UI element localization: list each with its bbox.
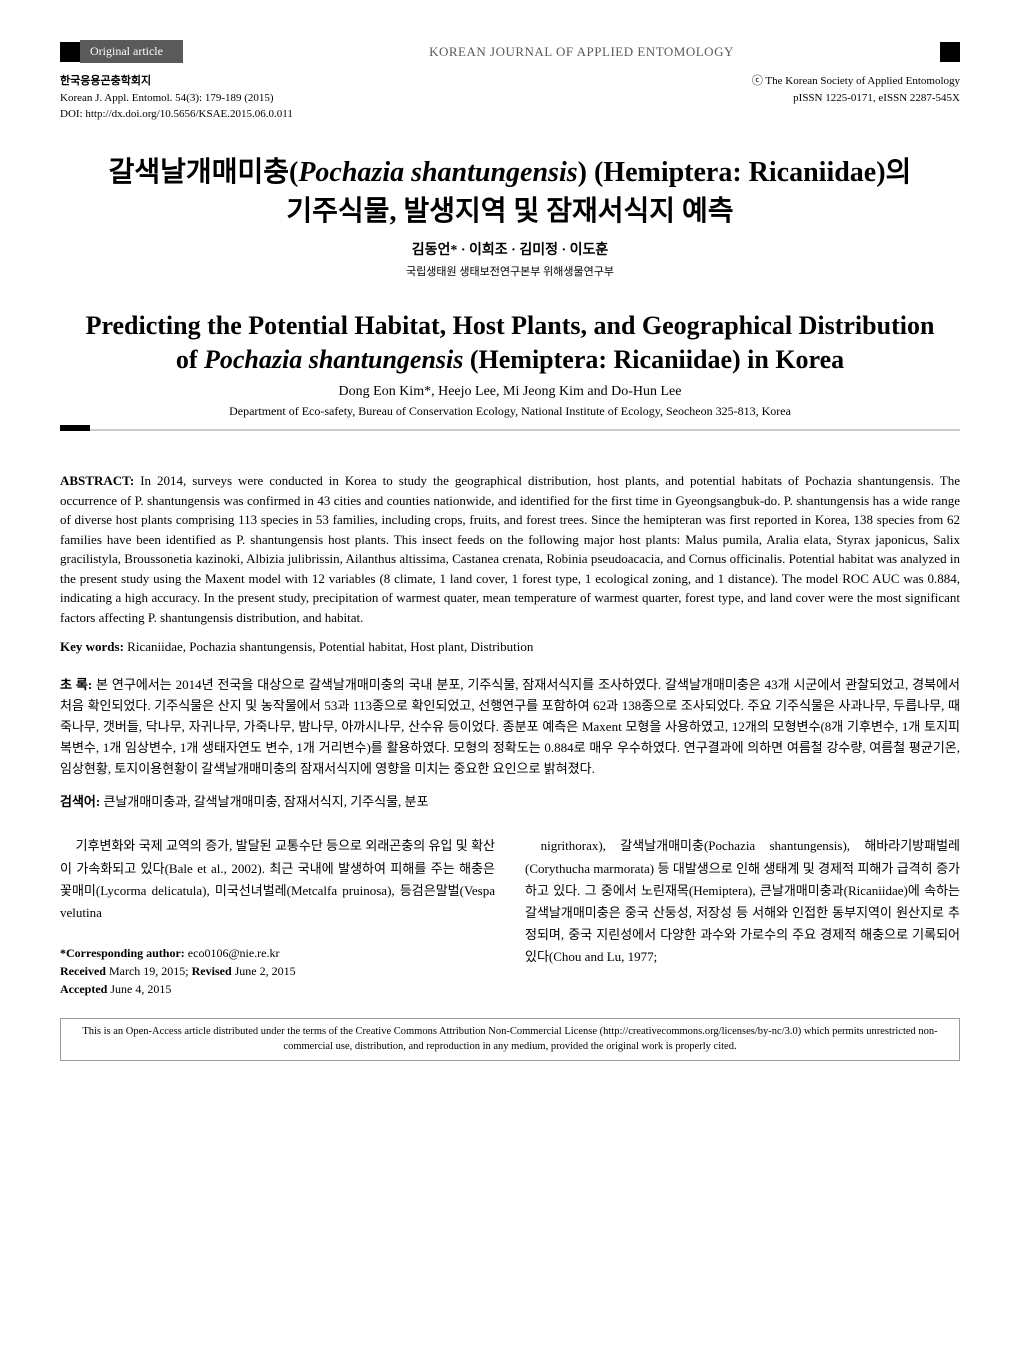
journal-name: KOREAN JOURNAL OF APPLIED ENTOMOLOGY <box>223 44 940 60</box>
authors-korean: 김동언* · 이희조 · 김미정 · 이도훈 <box>60 239 960 259</box>
citation: Korean J. Appl. Entomol. 54(3): 179-189 … <box>60 90 293 107</box>
accepted-label: Accepted <box>60 982 110 996</box>
title-korean-line2: 기주식물, 발생지역 및 잠재서식지 예측 <box>286 196 733 227</box>
abstract-label: ABSTRACT: <box>60 473 140 488</box>
meta-row: 한국응용곤충학회지 Korean J. Appl. Entomol. 54(3)… <box>60 73 960 123</box>
title-korean-species: Pochazia shantungensis <box>298 157 577 188</box>
copyright: ⓒ The Korean Society of Applied Entomolo… <box>752 73 960 90</box>
abstract-block: ABSTRACT: In 2014, surveys were conducte… <box>60 471 960 627</box>
authors-english: Dong Eon Kim*, Heejo Lee, Mi Jeong Kim a… <box>60 384 960 400</box>
korean-abstract-label: 초 록: <box>60 677 96 692</box>
keywords-block: Key words: Ricaniidae, Pochazia shantung… <box>60 639 960 655</box>
accepted-date: June 4, 2015 <box>110 982 171 996</box>
affiliation-korean: 국립생태원 생태보전연구본부 위해생물연구부 <box>60 263 960 279</box>
title-korean-pre: 갈색날개매미충( <box>109 157 299 188</box>
title-rule <box>60 429 960 431</box>
title-english-line2-pre: of <box>176 345 204 374</box>
korean-abstract-text: 본 연구에서는 2014년 전국을 대상으로 갈색날개매미충의 국내 분포, 기… <box>60 677 960 775</box>
title-korean: 갈색날개매미충(Pochazia shantungensis) (Hemipte… <box>60 153 960 231</box>
revised-date: June 2, 2015 <box>235 964 296 978</box>
footer-license: This is an Open-Access article distribut… <box>60 1018 960 1061</box>
korean-keywords-label: 검색어: <box>60 794 103 809</box>
corresponding-block: *Corresponding author: eco0106@nie.re.kr… <box>60 944 495 998</box>
article-type-label: Original article <box>80 40 183 63</box>
corresponding-email: eco0106@nie.re.kr <box>188 946 280 960</box>
revised-label: Revised <box>192 964 235 978</box>
body-paragraph-1: 기후변화와 국제 교역의 증가, 발달된 교통수단 등으로 외래곤충의 유입 및… <box>60 835 495 923</box>
korean-keywords-text: 큰날개매미충과, 갈색날개매미충, 잠재서식지, 기주식물, 분포 <box>103 794 428 809</box>
decorative-square-right <box>940 42 960 62</box>
korean-abstract-block: 초 록: 본 연구에서는 2014년 전국을 대상으로 갈색날개매미충의 국내 … <box>60 675 960 779</box>
abstract-text: In 2014, surveys were conducted in Korea… <box>60 473 960 625</box>
decorative-square-left <box>60 42 80 62</box>
meta-left: 한국응용곤충학회지 Korean J. Appl. Entomol. 54(3)… <box>60 73 293 123</box>
keywords-text: Ricaniidae, Pochazia shantungensis, Pote… <box>127 639 533 654</box>
title-korean-post: ) (Hemiptera: Ricaniidae)의 <box>578 157 912 188</box>
corresponding-label: *Corresponding author: <box>60 946 188 960</box>
body-columns: 기후변화와 국제 교역의 증가, 발달된 교통수단 등으로 외래곤충의 유입 및… <box>60 835 960 997</box>
keywords-label: Key words: <box>60 639 127 654</box>
korean-keywords-block: 검색어: 큰날개매미충과, 갈색날개매미충, 잠재서식지, 기주식물, 분포 <box>60 791 960 810</box>
title-english-line2-post: (Hemiptera: Ricaniidae) in Korea <box>463 345 844 374</box>
received-date: March 19, 2015; <box>109 964 192 978</box>
title-english: Predicting the Potential Habitat, Host P… <box>60 309 960 377</box>
affiliation-english: Department of Eco-safety, Bureau of Cons… <box>60 404 960 419</box>
title-english-species: Pochazia shantungensis <box>204 345 463 374</box>
header-bar: Original article KOREAN JOURNAL OF APPLI… <box>60 40 960 63</box>
title-english-line1: Predicting the Potential Habitat, Host P… <box>86 311 935 340</box>
body-column-left: 기후변화와 국제 교역의 증가, 발달된 교통수단 등으로 외래곤충의 유입 및… <box>60 835 495 997</box>
received-label: Received <box>60 964 109 978</box>
society-name-korean: 한국응용곤충학회지 <box>60 73 293 90</box>
body-paragraph-2: nigrithorax), 갈색날개매미충(Pochazia shantunge… <box>525 835 960 968</box>
doi: DOI: http://dx.doi.org/10.5656/KSAE.2015… <box>60 106 293 123</box>
meta-right: ⓒ The Korean Society of Applied Entomolo… <box>752 73 960 123</box>
issn: pISSN 1225-0171, eISSN 2287-545X <box>752 90 960 107</box>
body-column-right: nigrithorax), 갈색날개매미충(Pochazia shantunge… <box>525 835 960 997</box>
